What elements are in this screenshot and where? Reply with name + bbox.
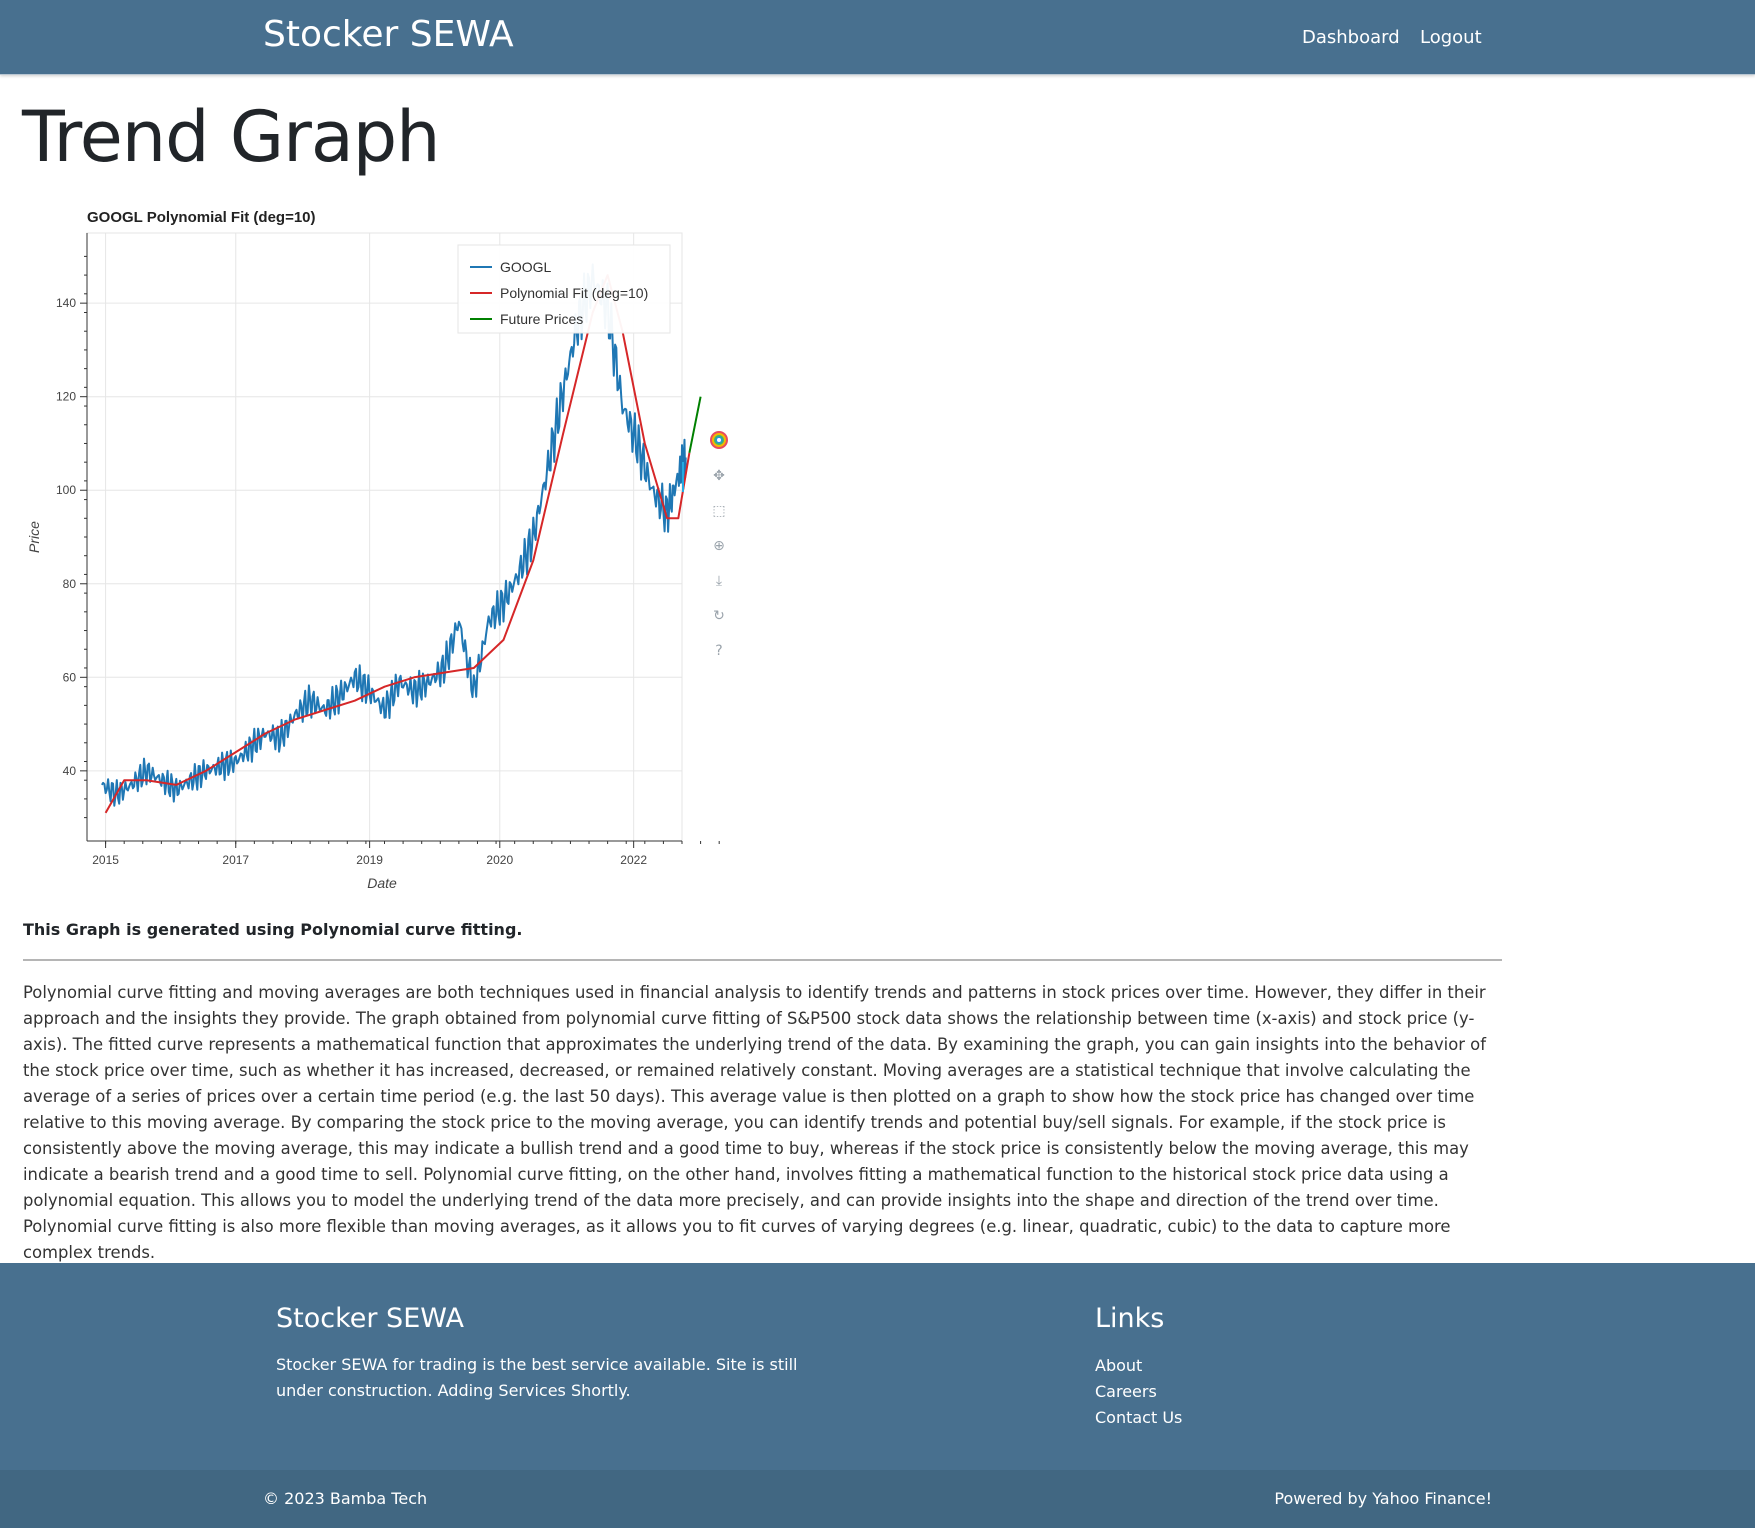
x-tick-label: 2019 (356, 853, 383, 867)
footer-link-about[interactable]: About (1095, 1356, 1143, 1375)
legend-item-label[interactable]: Future Prices (500, 311, 583, 327)
copyright: © 2023 Bamba Tech (263, 1489, 428, 1508)
chart-grid (87, 233, 682, 841)
footer-link-contact[interactable]: Contact Us (1095, 1408, 1183, 1427)
pan-icon[interactable]: ✥ (713, 468, 725, 484)
box-zoom-icon[interactable]: ⬚ (712, 503, 726, 519)
legend-item-label[interactable]: GOOGL (500, 259, 552, 275)
navbar-brand[interactable]: Stocker SEWA (263, 14, 514, 55)
x-tick-label: 2017 (222, 853, 249, 867)
footer-brand: Stocker SEWA (276, 1303, 464, 1334)
chart-svg[interactable]: GOOGL Polynomial Fit (deg=10) 2015 2017 20… (20, 200, 740, 900)
chart-axes: 2015 2017 2019 2020 2022 40 60 80 100 120 140 (56, 233, 720, 867)
y-tick-label: 140 (56, 296, 76, 310)
y-tick-label: 80 (63, 577, 77, 591)
trend-chart[interactable]: GOOGL Polynomial Fit (deg=10) 2015 2017 20… (20, 200, 740, 905)
legend-box (457, 244, 671, 334)
save-icon[interactable]: ⤓ (715, 573, 723, 589)
section-divider (23, 959, 1502, 961)
nav-dashboard-link[interactable]: Dashboard (1302, 27, 1400, 48)
footer-links-title: Links (1095, 1303, 1165, 1334)
y-tick-label: 60 (63, 670, 77, 684)
chart-title: GOOGL Polynomial Fit (deg=10) (87, 209, 316, 226)
footer-text: Stocker SEWA for trading is the best ser… (276, 1355, 798, 1400)
y-tick-label: 120 (56, 390, 76, 404)
footer: Stocker SEWA Stocker SEWA for trading is… (0, 1263, 1755, 1470)
navbar: Stocker SEWA Dashboard Logout (0, 0, 1755, 75)
x-tick-label: 2015 (92, 853, 119, 867)
active-tool-indicator (682, 462, 684, 492)
chart-legend[interactable]: GOOGL Polynomial Fit (deg=10) Future Price… (457, 244, 671, 334)
powered-by: Powered by Yahoo Finance! (1274, 1489, 1492, 1508)
help-icon[interactable]: ? (715, 643, 723, 659)
graph-description: Polynomial curve fitting and moving aver… (23, 983, 1486, 1262)
chart-series (101, 263, 702, 814)
series-line-2 (688, 396, 702, 453)
reset-icon[interactable]: ↻ (713, 608, 725, 624)
page-title: Trend Graph (22, 96, 441, 178)
y-axis-label: Price (26, 521, 42, 553)
nav-logout-link[interactable]: Logout (1420, 27, 1482, 48)
y-tick-label: 40 (63, 764, 77, 778)
x-tick-label: 2020 (486, 853, 513, 867)
x-axis-label: Date (367, 875, 397, 891)
legend-item-label[interactable]: Polynomial Fit (deg=10) (500, 285, 648, 301)
x-tick-label: 2022 (620, 853, 647, 867)
footer-link-careers[interactable]: Careers (1095, 1382, 1157, 1401)
wheel-zoom-icon[interactable]: ⊕ (713, 538, 725, 554)
series-line-1 (104, 274, 691, 814)
graph-caption: This Graph is generated using Polynomial… (23, 920, 523, 939)
series-line-0 (101, 263, 687, 807)
y-tick-label: 100 (56, 483, 76, 497)
footer-bottom: © 2023 Bamba Tech Powered by Yahoo Finan… (0, 1470, 1755, 1528)
bokeh-logo-icon[interactable] (708, 429, 730, 451)
